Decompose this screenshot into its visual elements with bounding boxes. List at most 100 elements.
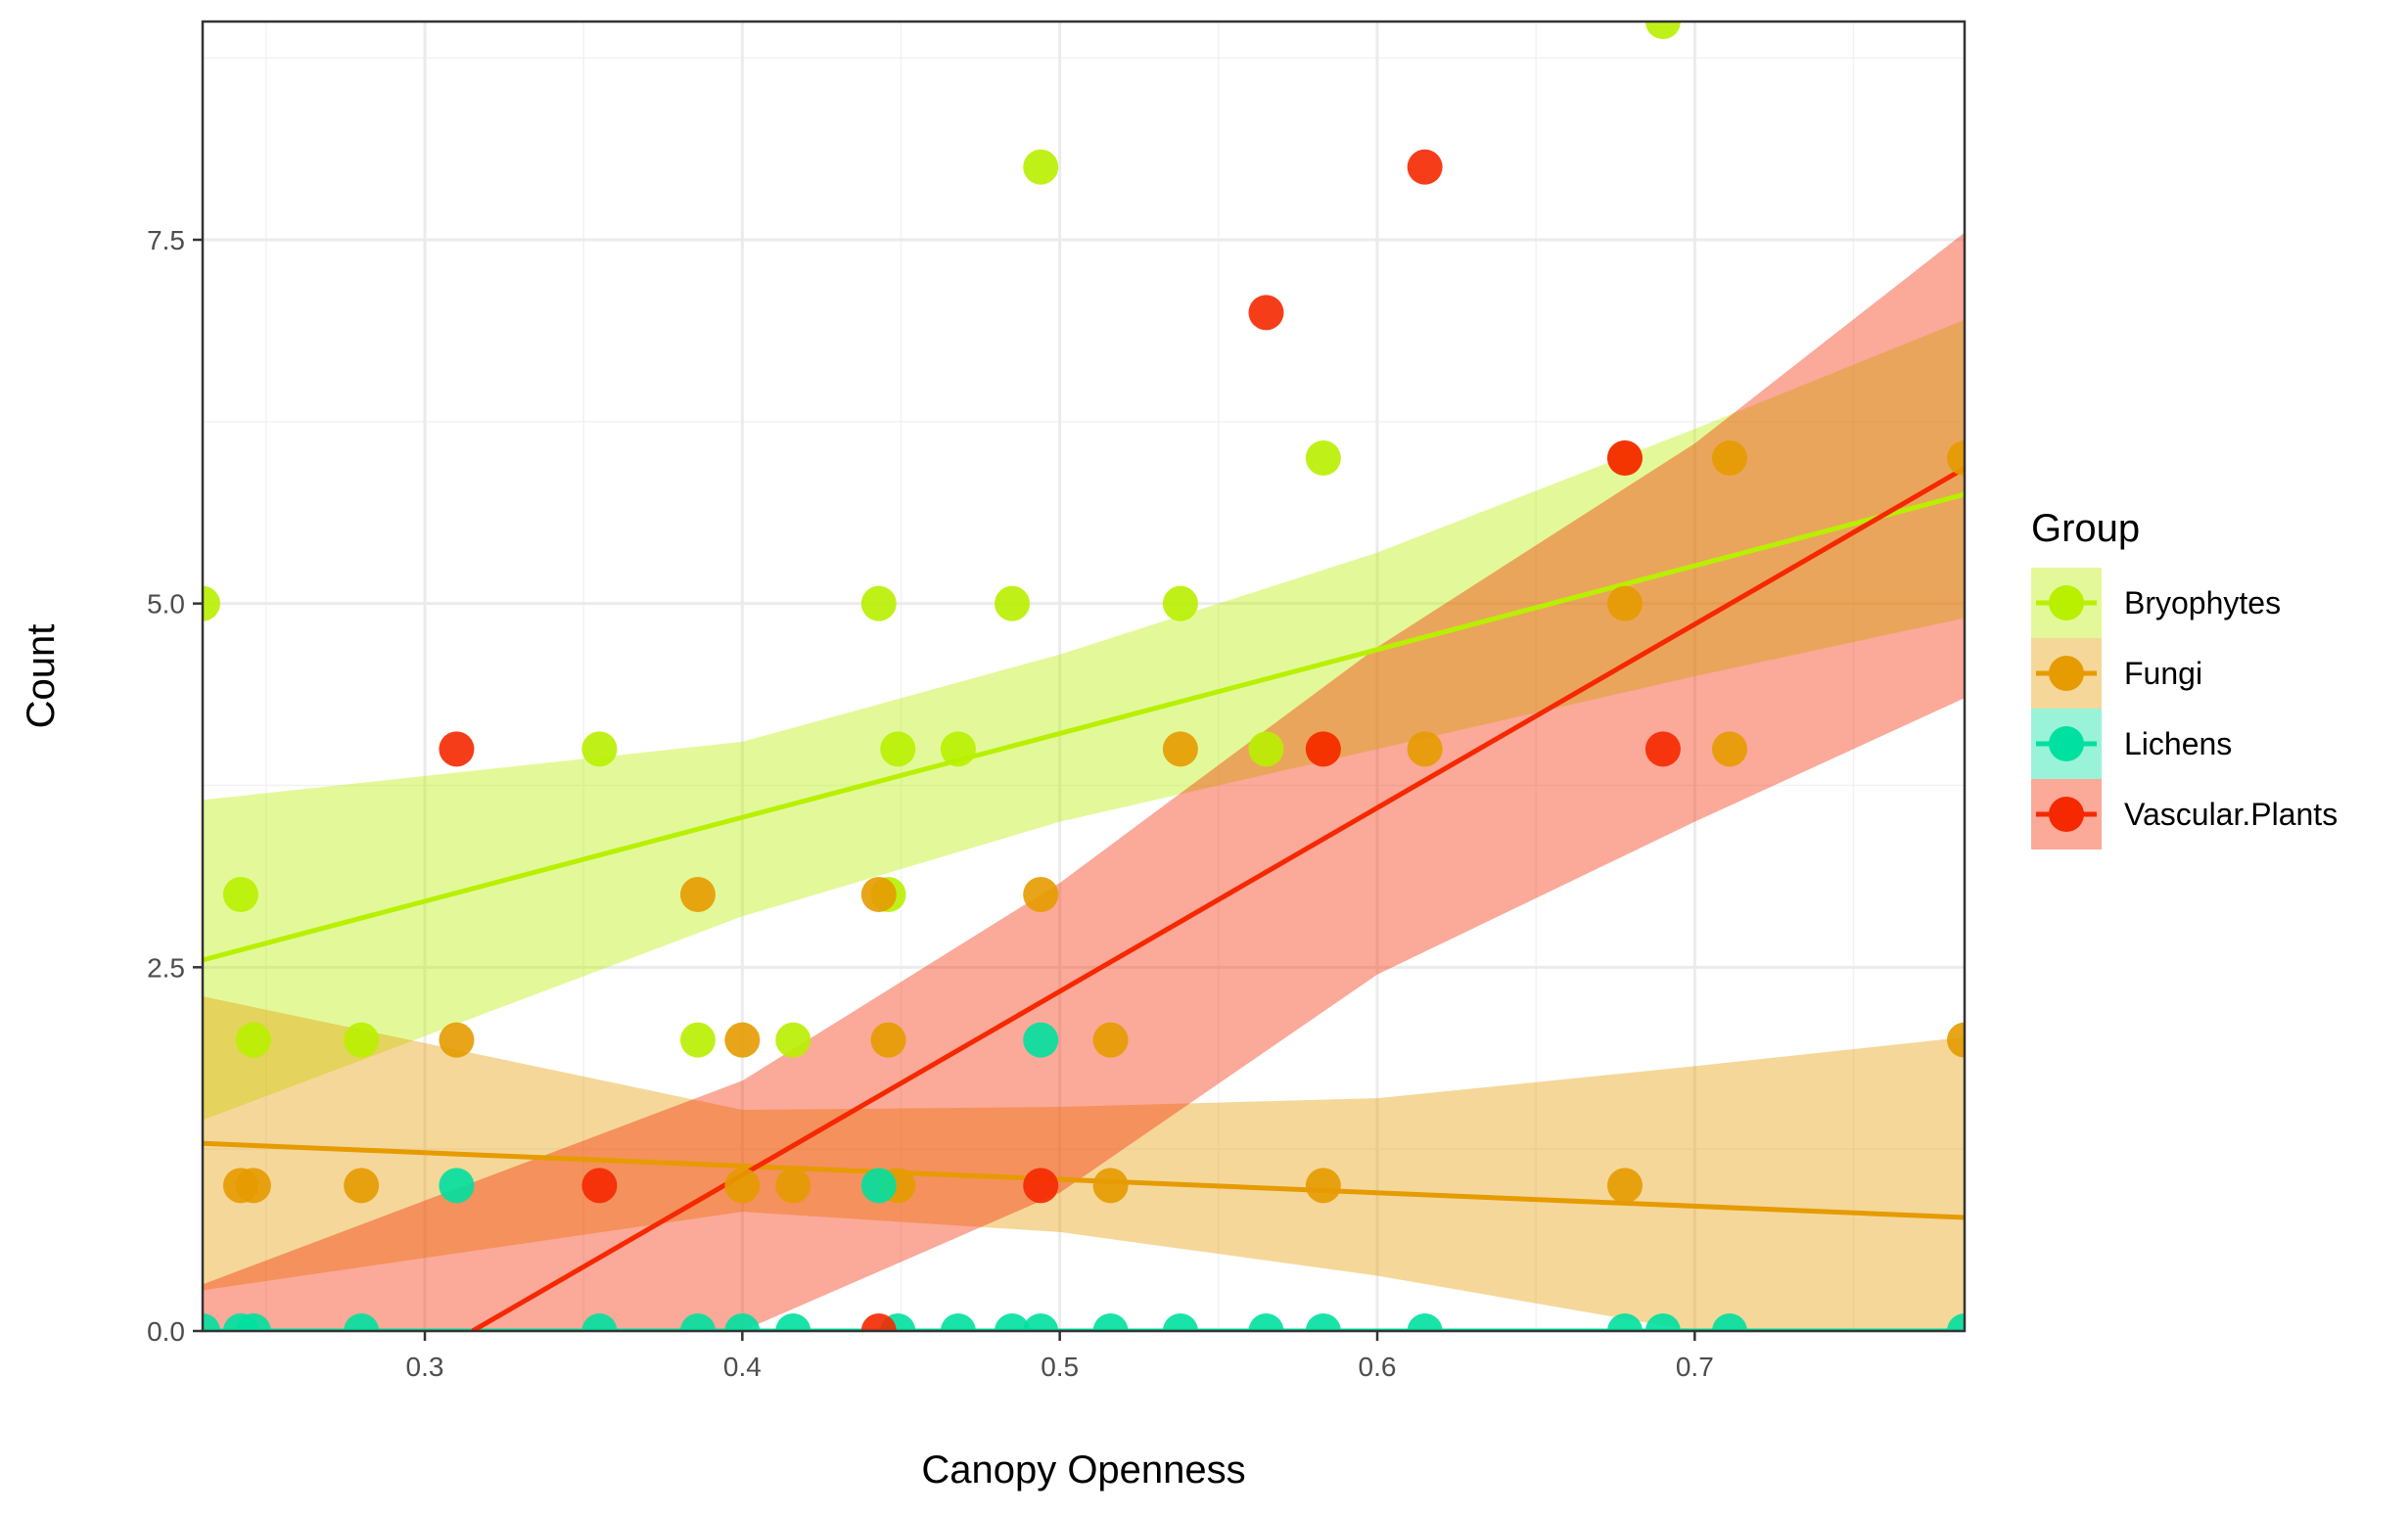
point-lichens — [724, 1313, 761, 1331]
legend-point-lichens — [2049, 726, 2084, 761]
point-fungi — [724, 1022, 761, 1058]
legend-key-vascular-plants: Vascular.Plants — [2031, 779, 2338, 849]
legend-keys: Bryophytes Fungi Lichens Vascular.Plants — [2031, 568, 2338, 849]
point-fungi — [775, 1168, 811, 1204]
point-lichens — [1644, 1313, 1681, 1331]
band-bryophytes — [203, 319, 1965, 1121]
point-bryophytes — [1644, 22, 1681, 39]
y-axis-ticks: 0.0 2.5 5.0 7.5 — [147, 225, 203, 1347]
point-bryophytes — [940, 731, 976, 767]
point-lichens — [581, 1313, 618, 1331]
legend-key-fungi: Fungi — [2031, 638, 2202, 709]
point-fungi — [1712, 731, 1747, 767]
legend-key-bryophytes: Bryophytes — [2031, 568, 2281, 638]
point-lichens — [1023, 1313, 1059, 1331]
point-bryophytes — [775, 1022, 811, 1058]
point-lichens — [1606, 1313, 1643, 1331]
point-lichens — [1407, 1313, 1443, 1331]
panel-border — [201, 20, 1967, 1333]
point-lichens — [1092, 1313, 1129, 1331]
x-tick-label: 0.5 — [1041, 1352, 1079, 1382]
legend-point-bryophytes — [2049, 585, 2084, 620]
point-lichens — [1947, 1313, 1965, 1331]
point-lichens — [775, 1313, 811, 1331]
point-lichens — [235, 1313, 271, 1331]
point-fungi — [344, 1168, 380, 1204]
legend-label-vascular-plants: Vascular.Plants — [2124, 797, 2338, 832]
point-fungi — [1407, 731, 1443, 767]
point-fungi — [235, 1168, 271, 1204]
legend-title: Group — [2031, 507, 2140, 550]
point-lichens — [1023, 1022, 1059, 1058]
point-lichens — [940, 1313, 976, 1331]
point-lichens — [439, 1168, 475, 1204]
x-tick-label: 0.4 — [723, 1352, 762, 1382]
band-fungi — [203, 996, 1965, 1331]
point-lichens — [1305, 1313, 1341, 1331]
point-fungi — [1712, 440, 1747, 476]
point-bryophytes — [581, 731, 618, 767]
fit-line-bryophytes — [203, 491, 1965, 963]
point-lichens — [1162, 1313, 1198, 1331]
point-fungi — [1947, 440, 1965, 476]
point-lichens — [203, 1313, 220, 1331]
point-bryophytes — [860, 585, 897, 621]
legend-label-bryophytes: Bryophytes — [2124, 585, 2281, 620]
point-bryophytes — [1305, 440, 1341, 476]
y-tick-label: 2.5 — [147, 952, 185, 983]
point-vascular-plants — [1407, 149, 1443, 185]
point-vascular-plants — [860, 1313, 897, 1331]
point-vascular-plants — [1305, 731, 1341, 767]
fit-line-fungi — [203, 1140, 1965, 1220]
point-bryophytes — [1162, 585, 1198, 621]
fit-line-vascular-plants — [471, 466, 1965, 1331]
point-lichens — [1712, 1313, 1747, 1331]
point-bryophytes — [880, 731, 916, 767]
point-fungi — [1092, 1168, 1129, 1204]
x-axis-title: Canopy Openness — [921, 1448, 1245, 1492]
point-vascular-plants — [1644, 731, 1681, 767]
point-bryophytes — [203, 585, 220, 621]
point-lichens — [1248, 1313, 1284, 1331]
point-fungi — [1947, 1022, 1965, 1058]
point-bryophytes — [1023, 149, 1059, 185]
point-vascular-plants — [1606, 440, 1643, 476]
point-vascular-plants — [581, 1168, 618, 1204]
point-fungi — [1023, 877, 1059, 912]
point-fungi — [1606, 585, 1643, 621]
legend-label-lichens: Lichens — [2124, 726, 2232, 761]
point-fungi — [439, 1022, 475, 1058]
legend-label-fungi: Fungi — [2124, 656, 2202, 691]
legend-key-lichens: Lichens — [2031, 709, 2232, 779]
point-bryophytes — [222, 877, 258, 912]
point-fungi — [860, 877, 897, 912]
x-tick-label: 0.7 — [1676, 1352, 1714, 1382]
point-lichens — [679, 1313, 716, 1331]
point-lichens — [860, 1168, 897, 1204]
legend-point-vascular-plants — [2049, 797, 2084, 832]
point-bryophytes — [235, 1022, 271, 1058]
point-bryophytes — [1248, 731, 1284, 767]
legend: Group Bryophytes Fungi Lichens Vascular.Pla… — [2031, 507, 2338, 849]
data-points — [203, 22, 1965, 1331]
fit-lines — [203, 466, 1965, 1331]
x-tick-label: 0.6 — [1359, 1352, 1397, 1382]
y-tick-label: 0.0 — [147, 1316, 185, 1347]
point-vascular-plants — [439, 731, 475, 767]
grid-major — [203, 22, 1965, 1333]
point-fungi — [1305, 1168, 1341, 1204]
y-axis-title: Count — [20, 624, 63, 729]
point-vascular-plants — [1023, 1168, 1059, 1204]
point-bryophytes — [679, 1022, 716, 1058]
point-bryophytes — [995, 585, 1031, 621]
point-bryophytes — [344, 1022, 380, 1058]
x-tick-label: 0.3 — [406, 1352, 444, 1382]
point-vascular-plants — [1248, 295, 1284, 331]
point-fungi — [1606, 1168, 1643, 1204]
point-fungi — [724, 1168, 761, 1204]
band-vascular-plants — [203, 232, 1965, 1331]
x-axis-ticks: 0.3 0.4 0.5 0.6 0.7 — [406, 1331, 1714, 1382]
y-tick-label: 7.5 — [147, 225, 185, 255]
point-fungi — [1162, 731, 1198, 767]
